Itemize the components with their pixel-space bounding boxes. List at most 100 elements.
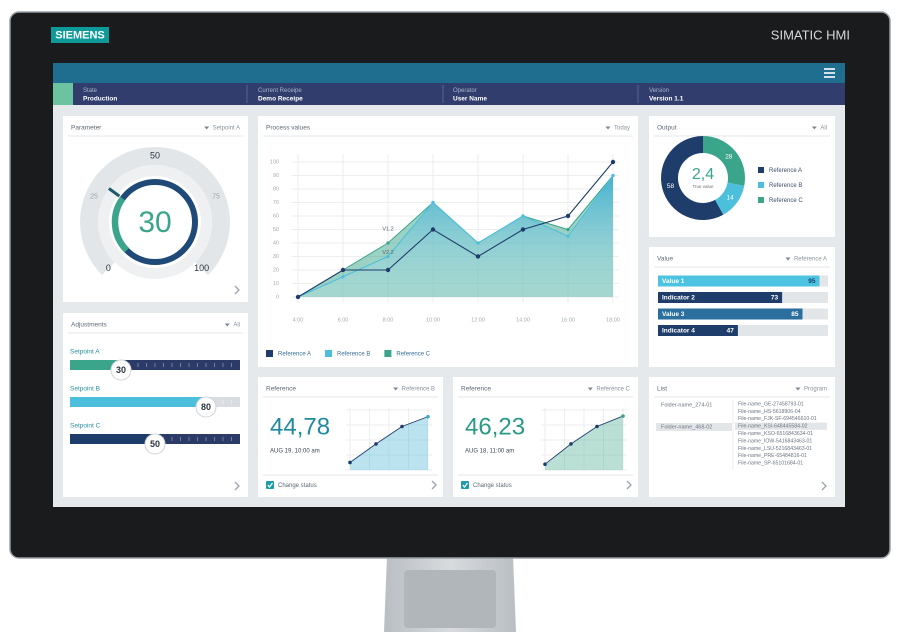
panel-selector[interactable]: Setpoint A [213,126,240,132]
gauge-pointer [108,187,121,198]
panel-title: Process values [266,125,311,132]
product-name: SIMATIC HMI [771,27,850,42]
donut-center-label: True value [692,184,714,189]
bar [658,292,783,303]
legend-label: Reference B [337,352,370,358]
chevron[interactable] [234,481,240,491]
y-tick-label: 0 [276,294,279,300]
panel-selector[interactable]: All [820,126,827,132]
legend-label: Reference C [396,352,430,358]
bar-label: Indicator 2 [662,295,695,302]
panel-selector[interactable]: Reference C [596,387,630,393]
y-tick-label: 60 [273,213,279,219]
legend-swatch [266,350,273,357]
slider-knob[interactable] [195,396,217,418]
brand: SIEMENS [55,29,105,41]
checkmark [462,482,468,488]
chevron[interactable] [626,480,632,490]
state-indicator [53,83,73,105]
slider-label: Setpoint B [70,386,100,393]
file-item[interactable]: File-name_LSU-5216843463-01 [738,446,812,452]
spark-point [400,424,404,429]
legend-swatch [325,350,333,357]
dropdown-icon[interactable] [393,387,399,391]
file-item[interactable]: File-name_PRE-65484816-01 [738,453,807,459]
y-tick-label: 30 [273,254,279,260]
panel-title: Adjustments [71,322,108,329]
panel-selector[interactable]: All [233,323,240,329]
dropdown-icon[interactable] [224,323,230,327]
reading: 46,23 [465,413,525,440]
status-label: Version [649,88,669,94]
legend-label: Reference A [278,352,311,358]
point [565,213,571,219]
status-value: Demo Receipe [258,96,303,103]
slider-fill [70,360,121,370]
x-tick-label: 18:00 [606,317,620,323]
file-item[interactable]: File-name_IOW-5416843463-01 [738,438,812,444]
file-item[interactable]: File-name_KSI-648445584-02 [738,424,808,430]
spark-point [374,442,378,446]
timestamp: AUG 19, 10:00 am [270,449,320,455]
menu-button[interactable] [824,68,835,78]
panel-selector[interactable]: Today [614,126,630,132]
dropdown-icon[interactable] [795,387,801,391]
gauge-tick-label: 50 [150,150,160,160]
panel-selector[interactable]: Reference B [402,387,435,393]
spark-line [544,415,624,465]
checkbox[interactable] [461,481,469,489]
file-item[interactable]: File-name_SP-65101684-01 [738,461,803,467]
donut-segment [661,136,724,220]
bar-value: 47 [727,328,735,335]
slider-knob[interactable] [110,359,132,381]
status-dividers [246,85,639,103]
folder-item[interactable]: Folder-name_468-02 [661,424,712,430]
point [340,267,346,273]
donut-segment [715,182,745,215]
checkbox-label: Change status [473,483,512,489]
timestamp: AUG 18, 11:00 am [465,449,514,455]
chevron[interactable] [431,480,437,490]
slider-knob[interactable] [144,433,166,455]
spark-point [621,414,625,418]
spark-point [426,414,430,419]
point [431,200,435,205]
legend-label: Reference B [769,183,802,189]
status-label: State [83,88,98,94]
file-item[interactable]: File-name_FJK-SF-694546610-01 [738,416,817,422]
gauge-tick-label: 75 [212,194,220,201]
dropdown-icon[interactable] [785,257,791,261]
top-bar [53,63,845,83]
folder-item[interactable]: Folder-name_274-01 [661,402,712,408]
panel-title: List [657,386,667,393]
dropdown-icon[interactable] [587,387,593,391]
point [476,241,480,245]
y-tick-label: 90 [273,173,279,179]
y-tick-label: 100 [270,159,279,165]
bar [658,325,738,336]
slider-value: 80 [201,402,211,412]
dropdown-icon[interactable] [605,126,611,130]
chevron[interactable] [234,285,240,295]
file-item[interactable]: File-name_GE-27458793-01 [738,401,804,407]
selected-row [656,423,732,431]
panel-selector[interactable]: Program [804,387,827,393]
x-tick-label: 14:00 [516,317,530,323]
file-item[interactable]: File-name_KSO-6516843634-01 [738,431,813,437]
gauge-tick-label: 25 [90,194,98,201]
dropdown-icon[interactable] [204,126,210,130]
chevron[interactable] [821,481,827,491]
panel-selector[interactable]: Reference A [794,257,827,263]
checkbox[interactable] [266,481,274,489]
slider-value: 50 [150,439,160,449]
point [520,227,526,232]
status-value: Production [83,96,117,103]
dropdown-icon[interactable] [811,126,817,130]
file-item[interactable]: File-name_HS-5618906-04 [738,409,801,415]
panel-title: Reference [461,386,491,393]
x-tick-label: 12:00 [471,317,485,323]
bar-label: Indicator 4 [662,328,695,335]
y-tick-label: 10 [273,281,279,287]
